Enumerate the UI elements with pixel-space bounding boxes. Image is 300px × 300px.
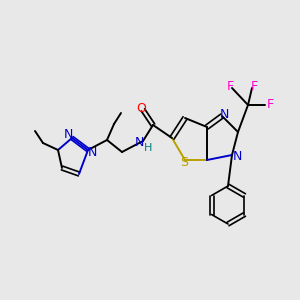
Text: F: F	[250, 80, 258, 92]
Text: N: N	[219, 107, 229, 121]
Text: S: S	[180, 155, 188, 169]
Text: N: N	[63, 128, 73, 142]
Text: H: H	[144, 143, 152, 153]
Text: N: N	[87, 146, 97, 160]
Text: F: F	[266, 98, 274, 112]
Text: N: N	[134, 136, 144, 148]
Text: N: N	[232, 151, 242, 164]
Text: O: O	[136, 101, 146, 115]
Text: F: F	[226, 80, 234, 92]
